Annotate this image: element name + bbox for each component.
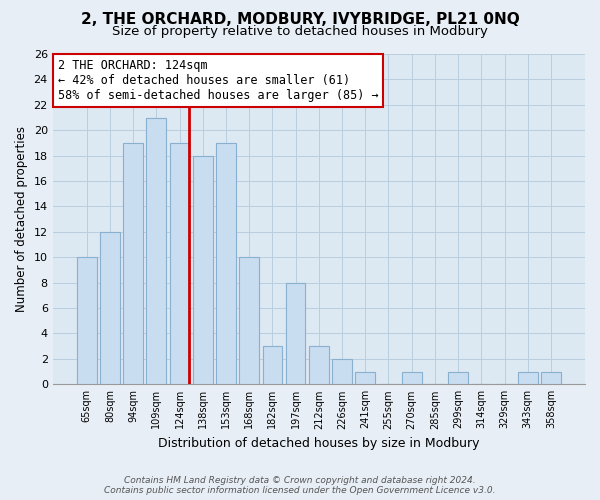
Bar bbox=[355, 372, 375, 384]
Bar bbox=[193, 156, 212, 384]
Bar bbox=[332, 359, 352, 384]
Bar bbox=[77, 258, 97, 384]
Bar bbox=[448, 372, 468, 384]
X-axis label: Distribution of detached houses by size in Modbury: Distribution of detached houses by size … bbox=[158, 437, 479, 450]
Bar bbox=[146, 118, 166, 384]
Bar bbox=[541, 372, 561, 384]
Text: 2, THE ORCHARD, MODBURY, IVYBRIDGE, PL21 0NQ: 2, THE ORCHARD, MODBURY, IVYBRIDGE, PL21… bbox=[80, 12, 520, 28]
Bar bbox=[170, 143, 190, 384]
Bar bbox=[309, 346, 329, 385]
Bar bbox=[100, 232, 120, 384]
Text: Size of property relative to detached houses in Modbury: Size of property relative to detached ho… bbox=[112, 25, 488, 38]
Bar bbox=[239, 258, 259, 384]
Y-axis label: Number of detached properties: Number of detached properties bbox=[15, 126, 28, 312]
Text: Contains HM Land Registry data © Crown copyright and database right 2024.
Contai: Contains HM Land Registry data © Crown c… bbox=[104, 476, 496, 495]
Text: 2 THE ORCHARD: 124sqm
← 42% of detached houses are smaller (61)
58% of semi-deta: 2 THE ORCHARD: 124sqm ← 42% of detached … bbox=[58, 59, 379, 102]
Bar bbox=[263, 346, 282, 385]
Bar bbox=[518, 372, 538, 384]
Bar bbox=[216, 143, 236, 384]
Bar bbox=[123, 143, 143, 384]
Bar bbox=[286, 282, 305, 384]
Bar bbox=[402, 372, 422, 384]
